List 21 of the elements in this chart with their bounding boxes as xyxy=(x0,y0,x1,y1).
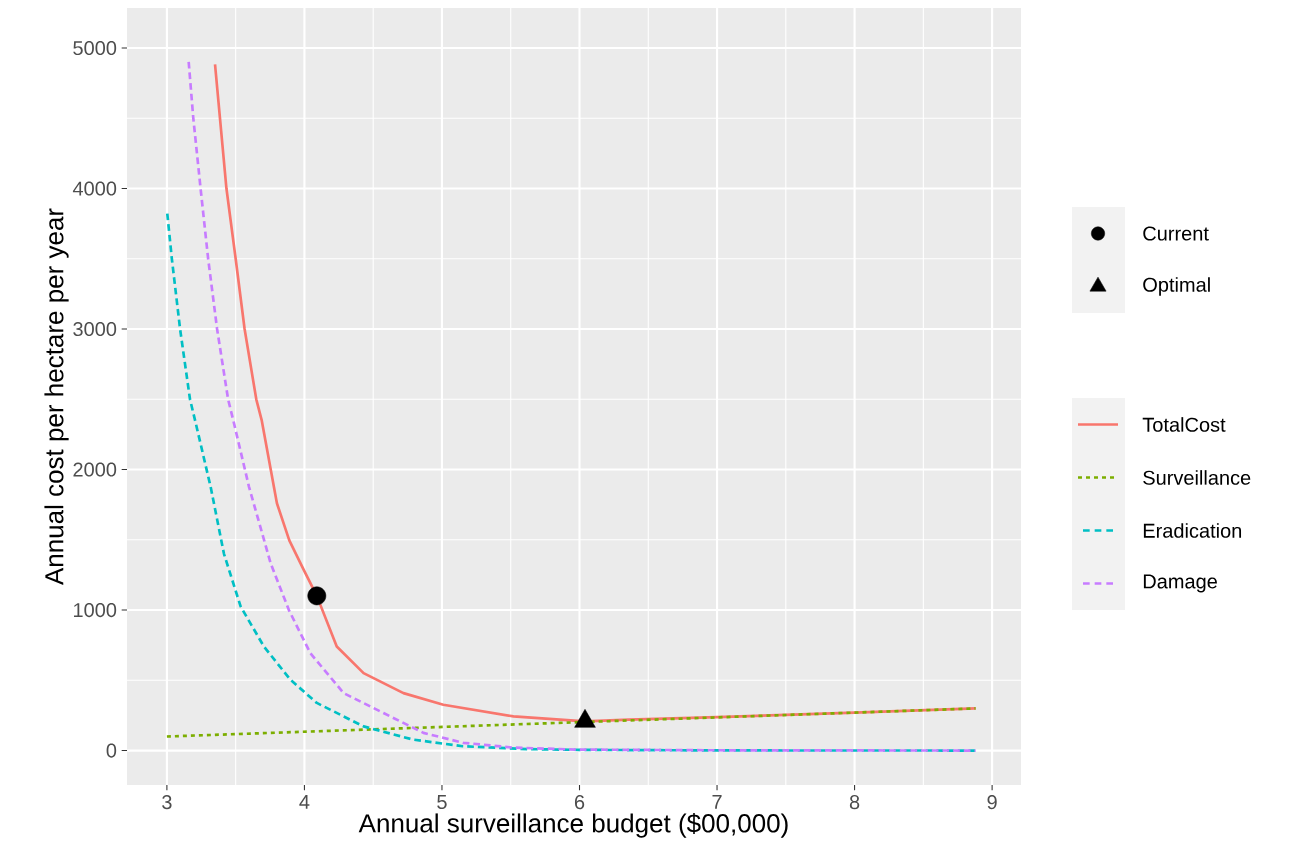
y-tick-label: 0 xyxy=(106,743,117,758)
y-axis-title: Annual cost per hectare per year xyxy=(44,208,69,586)
y-tick-label: 4000 xyxy=(72,181,117,196)
x-tick-label: 9 xyxy=(987,795,997,810)
y-tick-label: 1000 xyxy=(73,602,117,618)
x-tick-label: 6 xyxy=(574,795,585,810)
legend-label: Current xyxy=(1143,226,1209,241)
x-tick-label: 3 xyxy=(162,795,172,810)
x-axis-title: Annual surveillance budget ($00,000) xyxy=(358,813,788,838)
y-tick-label: 2000 xyxy=(73,462,117,477)
legend-label: Optimal xyxy=(1143,277,1210,296)
x-tick-label: 8 xyxy=(849,795,860,810)
legend-label: Damage xyxy=(1143,574,1217,593)
x-tick-label: 7 xyxy=(712,795,722,809)
legend-label: TotalCost xyxy=(1142,417,1226,432)
legend-label: Surveillance xyxy=(1143,470,1251,485)
x-tick-label: 4 xyxy=(299,795,310,809)
legend-label: Eradication xyxy=(1143,523,1242,538)
y-tick-label: 3000 xyxy=(73,321,117,337)
y-tick-label: 5000 xyxy=(73,40,117,56)
x-tick-label: 5 xyxy=(437,795,447,809)
